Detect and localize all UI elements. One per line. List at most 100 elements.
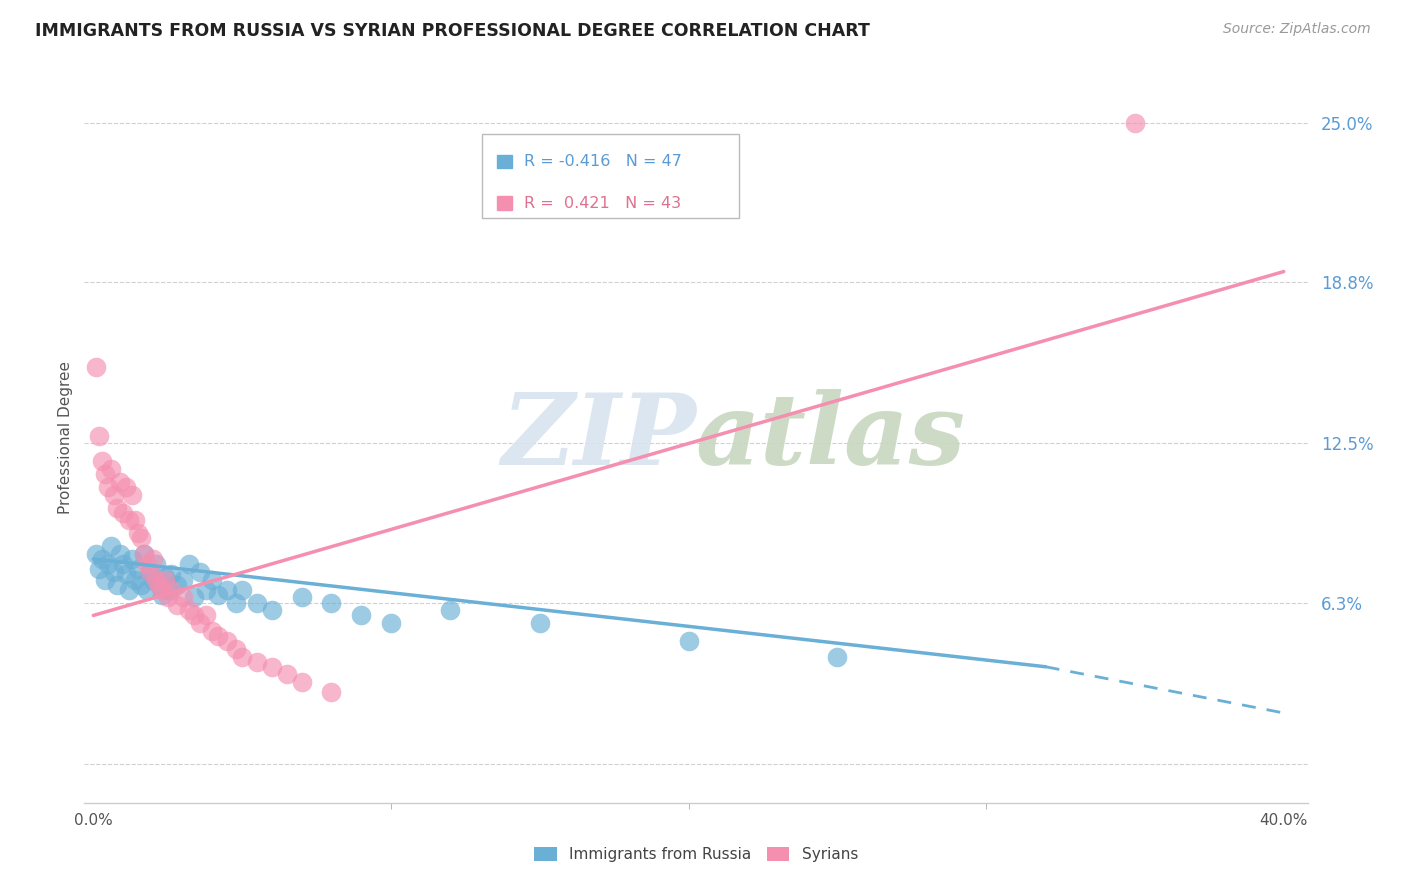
- FancyBboxPatch shape: [482, 134, 738, 218]
- Point: [678, 634, 700, 648]
- Text: R =  0.421   N = 43: R = 0.421 N = 43: [524, 195, 682, 211]
- Point: [225, 641, 247, 656]
- Point: [105, 577, 128, 591]
- Point: [132, 547, 155, 561]
- Point: [91, 552, 114, 566]
- Point: [260, 660, 283, 674]
- Bar: [496, 154, 512, 168]
- Point: [217, 582, 239, 597]
- Point: [108, 547, 131, 561]
- Point: [127, 526, 149, 541]
- Point: [183, 608, 205, 623]
- Point: [103, 565, 125, 579]
- Legend: Immigrants from Russia, Syrians: Immigrants from Russia, Syrians: [527, 841, 865, 868]
- Point: [166, 598, 188, 612]
- Point: [129, 532, 152, 546]
- Point: [100, 539, 122, 553]
- Point: [321, 685, 343, 699]
- Point: [94, 467, 117, 482]
- Point: [195, 608, 218, 623]
- Point: [124, 514, 146, 528]
- Point: [97, 557, 120, 571]
- Point: [115, 567, 138, 582]
- Point: [166, 577, 188, 591]
- Point: [276, 667, 298, 681]
- Point: [291, 591, 314, 605]
- Point: [827, 649, 849, 664]
- Point: [291, 675, 314, 690]
- Point: [321, 596, 343, 610]
- Point: [439, 603, 461, 617]
- Text: atlas: atlas: [696, 389, 966, 485]
- Point: [148, 577, 170, 591]
- Text: R = -0.416   N = 47: R = -0.416 N = 47: [524, 153, 682, 169]
- Point: [118, 514, 141, 528]
- Point: [124, 573, 146, 587]
- Point: [135, 582, 157, 597]
- Point: [183, 591, 205, 605]
- Point: [105, 500, 128, 515]
- Point: [260, 603, 283, 617]
- Point: [121, 488, 143, 502]
- Point: [132, 547, 155, 561]
- Point: [142, 573, 165, 587]
- Point: [89, 562, 111, 576]
- Point: [84, 547, 107, 561]
- Point: [350, 608, 373, 623]
- Point: [172, 591, 194, 605]
- Point: [246, 596, 269, 610]
- Point: [529, 616, 551, 631]
- Point: [148, 577, 170, 591]
- Point: [190, 616, 212, 631]
- Point: [195, 582, 218, 597]
- Point: [159, 567, 181, 582]
- Point: [145, 557, 167, 571]
- Point: [139, 565, 162, 579]
- Point: [89, 429, 111, 443]
- Point: [1123, 116, 1146, 130]
- Text: Source: ZipAtlas.com: Source: ZipAtlas.com: [1223, 22, 1371, 37]
- Point: [150, 582, 173, 597]
- Point: [118, 582, 141, 597]
- Point: [246, 655, 269, 669]
- Point: [139, 565, 162, 579]
- Point: [115, 480, 138, 494]
- Point: [201, 624, 224, 638]
- Point: [217, 634, 239, 648]
- Point: [100, 462, 122, 476]
- Point: [112, 506, 135, 520]
- Text: ZIP: ZIP: [501, 389, 696, 485]
- Point: [207, 629, 229, 643]
- Point: [177, 603, 200, 617]
- Point: [231, 649, 253, 664]
- Point: [145, 573, 167, 587]
- Point: [177, 557, 200, 571]
- Point: [150, 588, 173, 602]
- Point: [129, 577, 152, 591]
- Point: [108, 475, 131, 489]
- Point: [172, 573, 194, 587]
- Point: [84, 359, 107, 374]
- Y-axis label: Professional Degree: Professional Degree: [58, 360, 73, 514]
- Point: [380, 616, 402, 631]
- Point: [153, 570, 176, 584]
- Point: [94, 573, 117, 587]
- Point: [225, 596, 247, 610]
- Point: [135, 557, 157, 571]
- Text: IMMIGRANTS FROM RUSSIA VS SYRIAN PROFESSIONAL DEGREE CORRELATION CHART: IMMIGRANTS FROM RUSSIA VS SYRIAN PROFESS…: [35, 22, 870, 40]
- Point: [231, 582, 253, 597]
- Point: [142, 552, 165, 566]
- Point: [207, 588, 229, 602]
- Point: [201, 573, 224, 587]
- Point: [97, 480, 120, 494]
- Point: [190, 565, 212, 579]
- Point: [153, 573, 176, 587]
- Point: [112, 557, 135, 571]
- Point: [156, 582, 179, 597]
- Point: [103, 488, 125, 502]
- Point: [156, 591, 179, 605]
- Point: [127, 562, 149, 576]
- Bar: [496, 196, 512, 210]
- Point: [121, 552, 143, 566]
- Point: [91, 454, 114, 468]
